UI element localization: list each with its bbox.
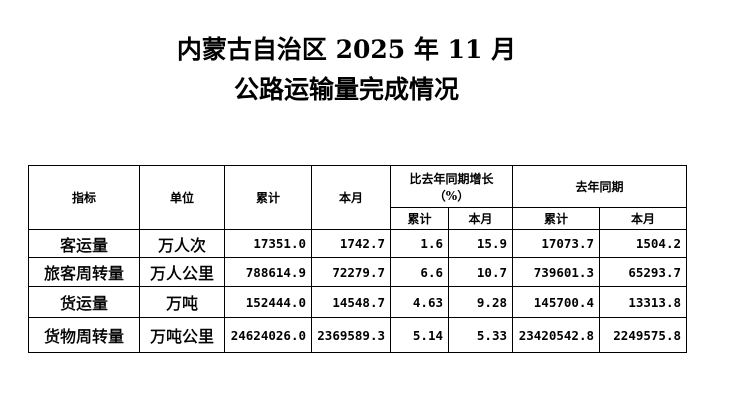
cell-unit: 万人公里 <box>139 257 225 287</box>
cell-indicator: 货物周转量 <box>28 317 140 353</box>
table-row: 货物周转量 万吨公里 24624026.0 2369589.3 5.14 5.3… <box>28 317 687 353</box>
cell-ly-month: 13313.8 <box>599 286 687 318</box>
cell-indicator: 货运量 <box>28 286 140 318</box>
cell-growth-month: 10.7 <box>448 257 513 287</box>
header-indicator: 指标 <box>28 165 140 230</box>
cell-growth-month: 9.28 <box>448 286 513 318</box>
cell-ly-month: 1504.2 <box>599 229 687 258</box>
page-title: 内蒙古自治区 2025 年 11 月 <box>176 35 517 64</box>
cell-cumulative: 17351.0 <box>224 229 312 258</box>
header-growth-cumulative: 累计 <box>390 207 449 230</box>
header-ly-month: 本月 <box>599 207 687 230</box>
cell-unit: 万吨 <box>139 286 225 318</box>
header-growth-month: 本月 <box>448 207 513 230</box>
cell-ly-cumulative: 17073.7 <box>512 229 600 258</box>
cell-cumulative: 152444.0 <box>224 286 312 318</box>
cell-month: 72279.7 <box>311 257 391 287</box>
cell-ly-month: 65293.7 <box>599 257 687 287</box>
cell-growth-month: 5.33 <box>448 317 513 353</box>
header-month: 本月 <box>311 165 391 230</box>
cell-month: 2369589.3 <box>311 317 391 353</box>
cell-ly-cumulative: 23420542.8 <box>512 317 600 353</box>
cell-month: 14548.7 <box>311 286 391 318</box>
cell-ly-cumulative: 145700.4 <box>512 286 600 318</box>
table-row: 旅客周转量 万人公里 788614.9 72279.7 6.6 10.7 739… <box>28 257 687 287</box>
cell-ly-month: 2249575.8 <box>599 317 687 353</box>
cell-growth-cumulative: 5.14 <box>390 317 449 353</box>
header-ly-cumulative: 累计 <box>512 207 600 230</box>
header-growth: 比去年同期增长 （%） <box>390 165 513 208</box>
header-last-year: 去年同期 <box>512 165 687 208</box>
transport-table: 指标 单位 累计 本月 比去年同期增长 （%） 去年同期 累计 本月 累计 本月… <box>28 165 687 353</box>
header-row: 指标 单位 累计 本月 比去年同期增长 （%） 去年同期 <box>28 165 687 230</box>
cell-growth-cumulative: 4.63 <box>390 286 449 318</box>
cell-growth-cumulative: 1.6 <box>390 229 449 258</box>
cell-ly-cumulative: 739601.3 <box>512 257 600 287</box>
header-cumulative: 累计 <box>224 165 312 230</box>
page-subtitle: 公路运输量完成情况 <box>233 75 459 104</box>
table-row: 货运量 万吨 152444.0 14548.7 4.63 9.28 145700… <box>28 286 687 318</box>
header-unit: 单位 <box>139 165 225 230</box>
cell-growth-month: 15.9 <box>448 229 513 258</box>
cell-cumulative: 24624026.0 <box>224 317 312 353</box>
cell-cumulative: 788614.9 <box>224 257 312 287</box>
header-growth-label: 比去年同期增长 <box>409 171 494 186</box>
cell-month: 1742.7 <box>311 229 391 258</box>
cell-indicator: 旅客周转量 <box>28 257 140 287</box>
cell-unit: 万人次 <box>139 229 225 258</box>
cell-growth-cumulative: 6.6 <box>390 257 449 287</box>
cell-indicator: 客运量 <box>28 229 140 258</box>
cell-unit: 万吨公里 <box>139 317 225 353</box>
header-growth-unit: （%） <box>433 188 470 203</box>
table-row: 客运量 万人次 17351.0 1742.7 1.6 15.9 17073.7 … <box>28 229 687 258</box>
